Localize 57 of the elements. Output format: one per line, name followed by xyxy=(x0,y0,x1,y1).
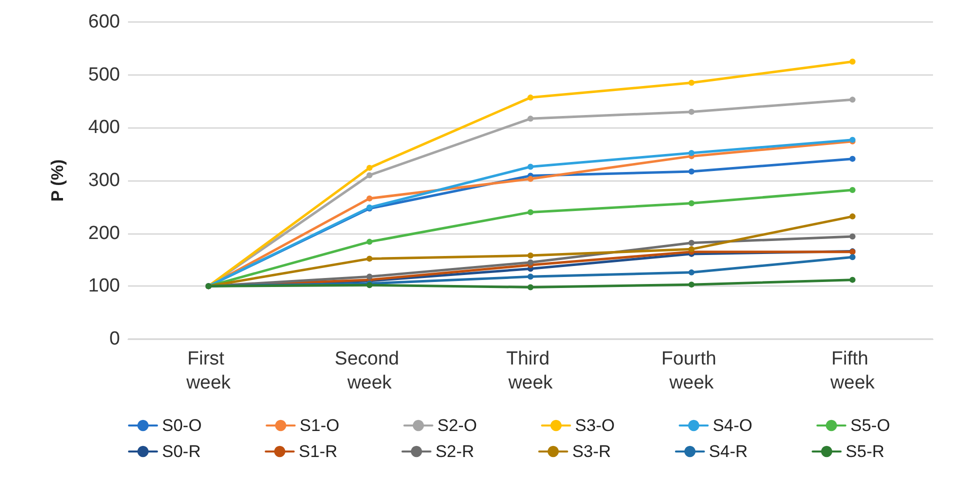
x-tick-label: First week xyxy=(185,348,232,394)
point xyxy=(528,116,534,122)
y-tick-label: 500 xyxy=(88,64,120,86)
point xyxy=(528,209,534,216)
point xyxy=(528,94,534,101)
y-tick-label: 400 xyxy=(88,117,120,138)
x-tick-label: Third week xyxy=(506,348,555,394)
y-tick-label: 0 xyxy=(109,328,120,350)
point xyxy=(688,108,694,115)
point xyxy=(528,284,534,290)
point xyxy=(688,246,694,252)
legend-label: S4-O xyxy=(712,416,752,435)
x-tick-label: Second week xyxy=(334,348,404,394)
point xyxy=(688,168,694,175)
point xyxy=(366,172,372,178)
legend-label: S0-R xyxy=(162,442,201,461)
legend-label: S5-O xyxy=(850,416,890,435)
y-axis-title: P (%) xyxy=(48,159,67,202)
x-tick-label: Fifth week xyxy=(829,348,876,394)
x-tick-label: Fourth week xyxy=(661,348,722,394)
point xyxy=(366,256,372,262)
y-tick-label: 200 xyxy=(88,222,120,244)
point xyxy=(688,282,694,288)
point xyxy=(528,259,534,266)
y-tick-label: 100 xyxy=(88,276,120,297)
point xyxy=(366,195,372,202)
legend-label: S1-R xyxy=(298,442,338,461)
point xyxy=(688,240,694,246)
point xyxy=(688,200,694,206)
point xyxy=(850,156,856,162)
legend-label: S2-R xyxy=(435,442,474,461)
legend-label: S2-O xyxy=(437,416,478,435)
point xyxy=(366,164,372,171)
legend-label: S0-O xyxy=(162,416,202,435)
point xyxy=(688,269,694,276)
point xyxy=(528,274,534,280)
point xyxy=(850,213,856,220)
legend-label: S5-R xyxy=(846,442,884,461)
y-tick-label: 600 xyxy=(88,12,120,32)
legend-label: S3-R xyxy=(572,442,611,461)
point xyxy=(366,238,372,245)
y-tick-label: 300 xyxy=(88,170,120,191)
point xyxy=(688,150,694,156)
point xyxy=(850,96,856,103)
point xyxy=(850,58,856,65)
point xyxy=(688,80,694,86)
legend-label: S3-O xyxy=(575,416,615,435)
legend-label: S4-R xyxy=(708,442,748,461)
legend-label: S1-O xyxy=(300,416,340,435)
point xyxy=(850,276,856,283)
point xyxy=(850,234,856,240)
point xyxy=(850,254,856,260)
point xyxy=(528,164,534,170)
point xyxy=(366,274,372,280)
point xyxy=(850,187,856,194)
point xyxy=(528,176,534,182)
point xyxy=(528,252,534,259)
